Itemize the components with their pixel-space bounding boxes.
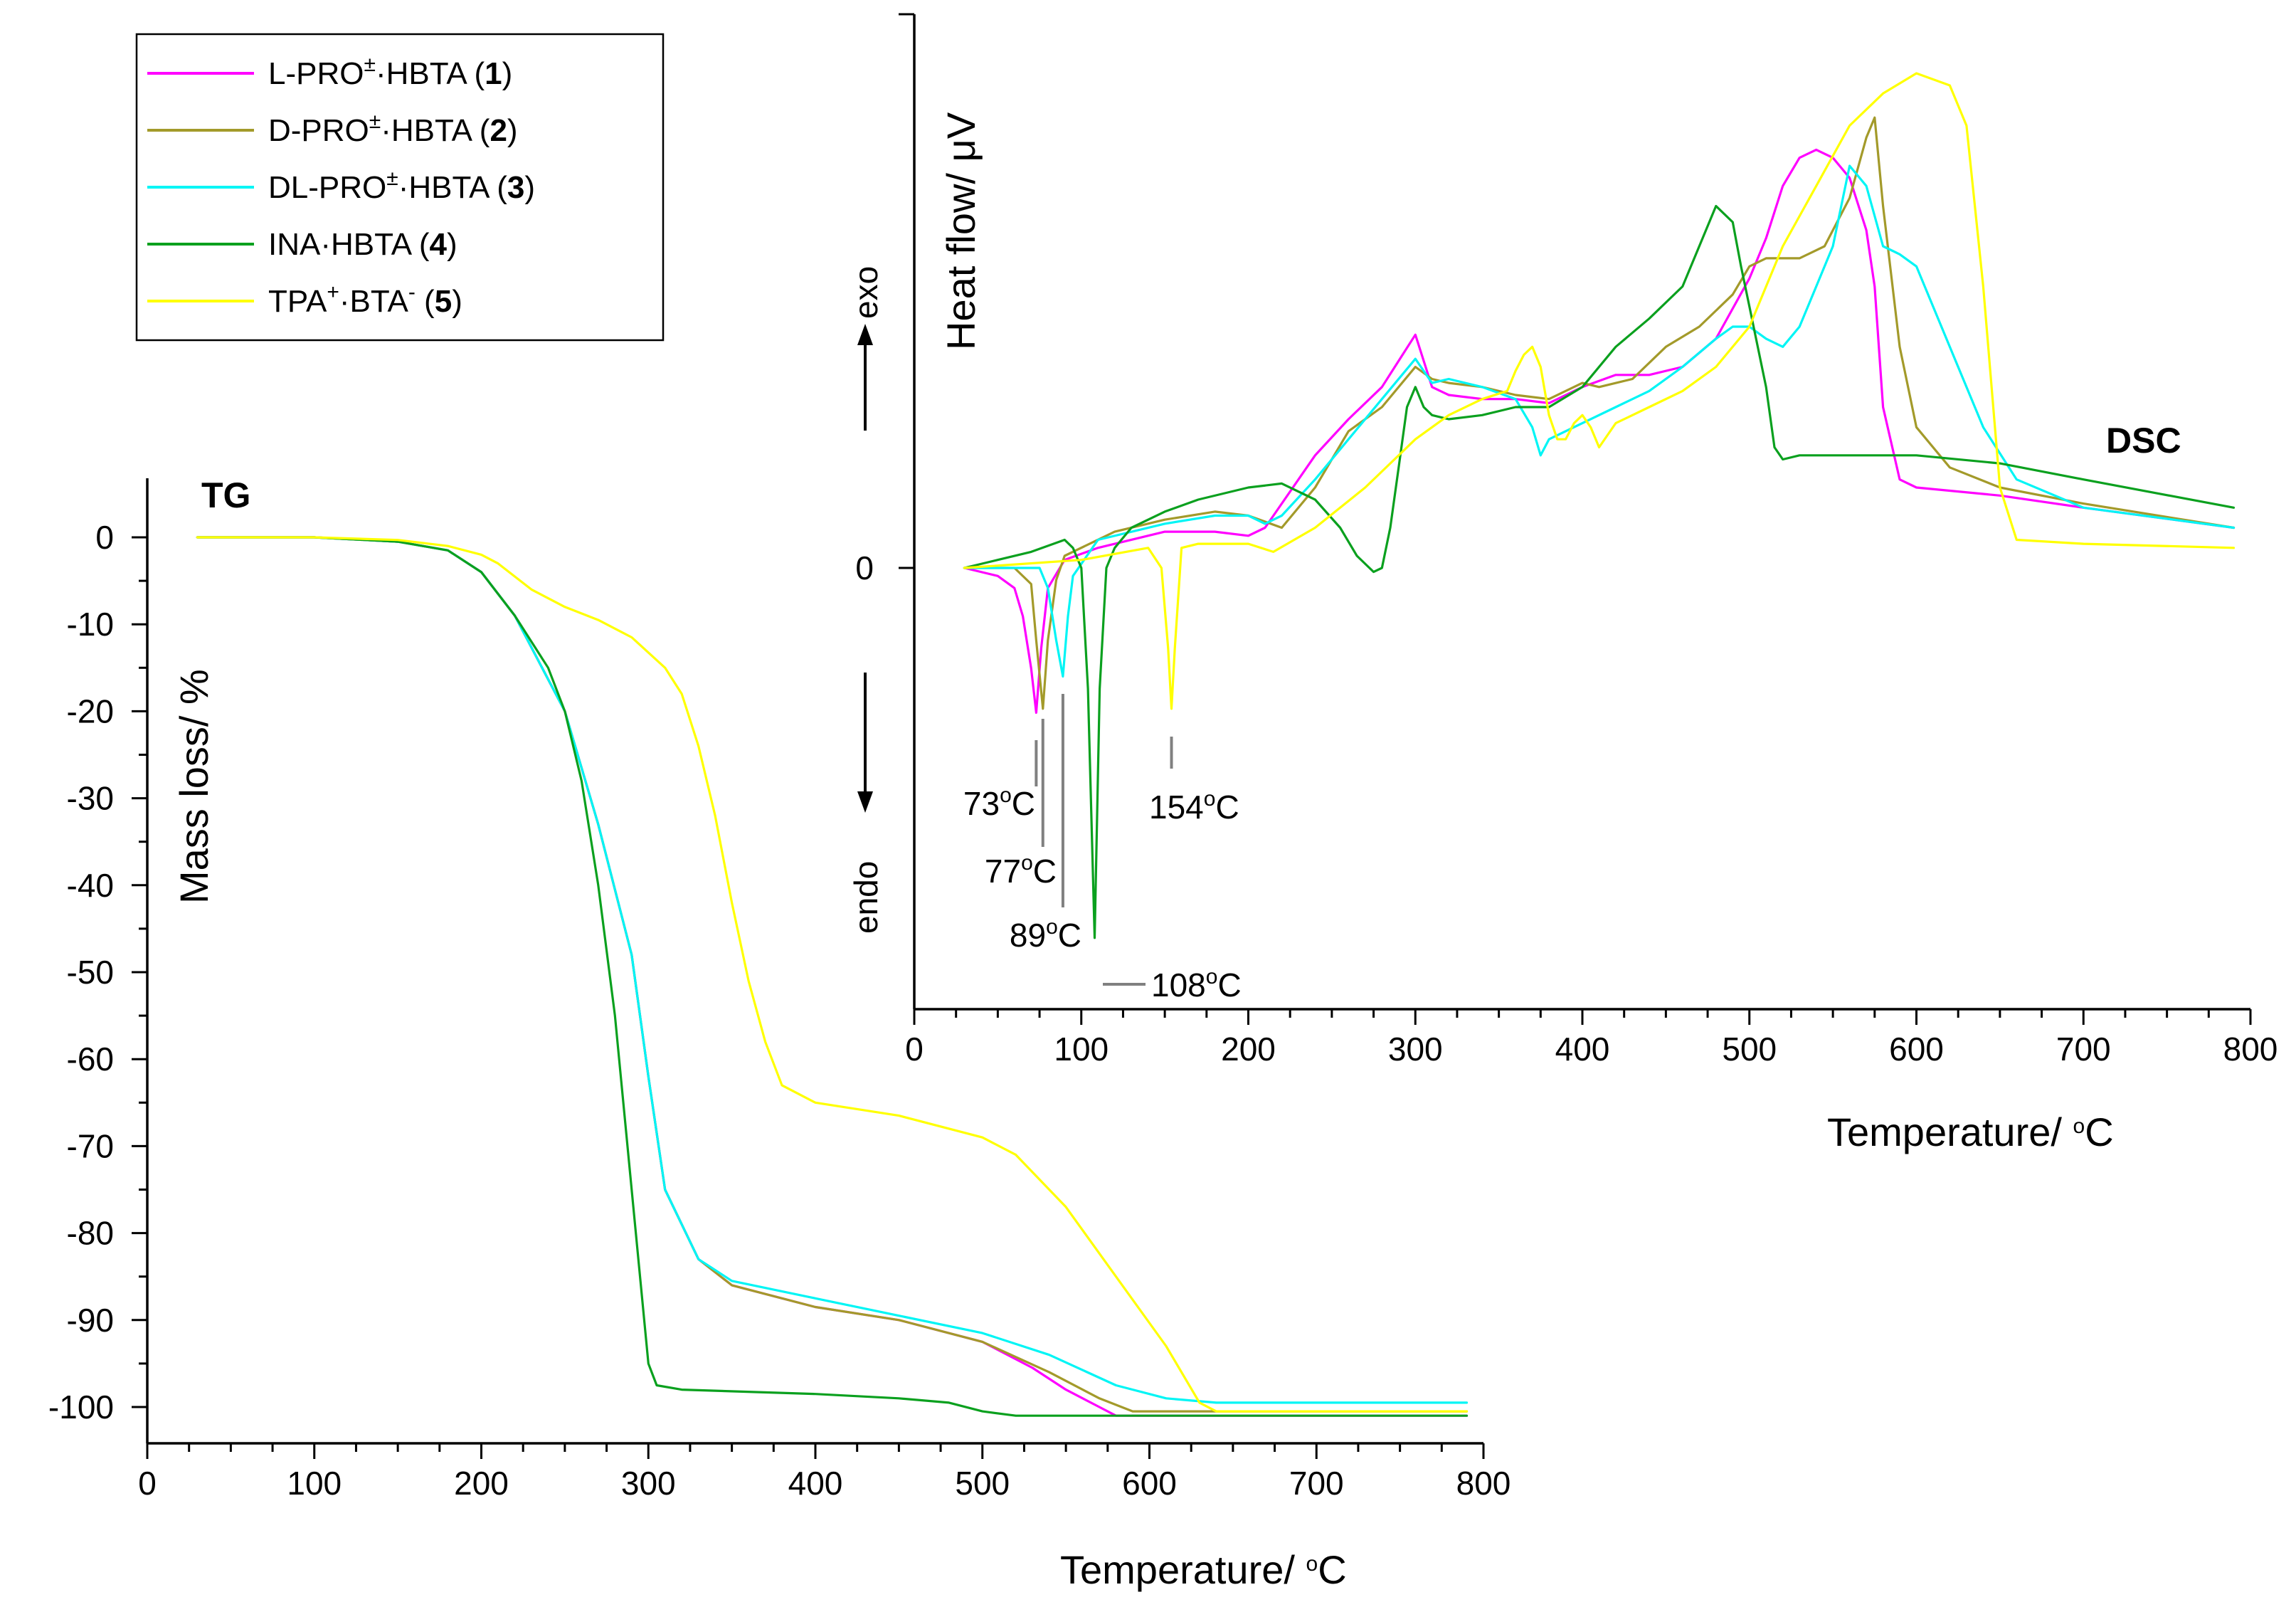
tg-y-tick-label: -50 bbox=[67, 954, 114, 991]
peak-label: 77oC bbox=[985, 851, 1057, 890]
tg-y-tick-label: 0 bbox=[95, 519, 114, 556]
dsc-x-tick-label: 500 bbox=[1722, 1031, 1777, 1068]
endo-arrow-icon bbox=[857, 791, 873, 813]
tg-title: TG bbox=[201, 475, 250, 515]
tg-y-tick-label: -20 bbox=[67, 692, 114, 729]
tg-y-tick-label: -100 bbox=[48, 1389, 114, 1426]
dsc-title: DSC bbox=[2106, 421, 2181, 460]
legend-label: TPA+·BTA- (5) bbox=[268, 280, 462, 319]
peak-label: 73oC bbox=[963, 784, 1035, 822]
tg-x-axis-label: Temperature/ oC bbox=[1060, 1547, 1347, 1592]
tg-chart: 0 100 200 300 400 500 600 700 800 0 -10 -20 -30 -40 -… bbox=[48, 475, 1511, 1592]
tg-series bbox=[196, 536, 1469, 1417]
dsc-x-tick-label: 600 bbox=[1889, 1031, 1944, 1068]
tg-x-tick-label: 500 bbox=[955, 1465, 1010, 1502]
tg-series-line-4 bbox=[196, 536, 1469, 1417]
tg-series-line-3 bbox=[196, 536, 1469, 1404]
tg-y-tick-label: -40 bbox=[67, 867, 114, 904]
tg-y-tick-label: -80 bbox=[67, 1215, 114, 1252]
exo-label: exo bbox=[847, 266, 884, 319]
dsc-peak-annotations: 73oC 77oC 89oC 108oC 154oC bbox=[963, 694, 1242, 1003]
tg-x-tick-label: 700 bbox=[1289, 1465, 1344, 1502]
dsc-x-tick-label: 100 bbox=[1054, 1031, 1109, 1068]
legend-label: D-PRO±·HBTA (2) bbox=[268, 110, 518, 148]
legend-label: INA·HBTA (4) bbox=[268, 227, 457, 262]
peak-label: 108oC bbox=[1151, 965, 1242, 1003]
tg-y-tick-label: -60 bbox=[67, 1040, 114, 1078]
tg-y-tick-label: -90 bbox=[67, 1302, 114, 1339]
tg-x-ticks: 0 100 200 300 400 500 600 700 800 bbox=[138, 1443, 1511, 1502]
dsc-x-tick-label: 400 bbox=[1555, 1031, 1610, 1068]
dsc-x-tick-label: 800 bbox=[2223, 1031, 2278, 1068]
dsc-series-line-2 bbox=[963, 116, 2236, 710]
tg-x-tick-label: 200 bbox=[454, 1465, 509, 1502]
dsc-chart: 0 0 100 200 300 400 500 600 700 800 73oC 77oC 89oC… bbox=[847, 13, 2278, 1154]
dsc-x-tick-label: 200 bbox=[1221, 1031, 1276, 1068]
tg-x-tick-label: 300 bbox=[621, 1465, 676, 1502]
tg-y-tick-label: -70 bbox=[67, 1127, 114, 1164]
dsc-x-ticks: 0 100 200 300 400 500 600 700 800 bbox=[905, 1009, 2278, 1068]
tg-y-tick-label: -10 bbox=[67, 606, 114, 643]
peak-label: 89oC bbox=[1010, 915, 1081, 954]
dsc-x-tick-label: 0 bbox=[905, 1031, 924, 1068]
tg-x-tick-label: 800 bbox=[1456, 1465, 1511, 1502]
peak-label: 154oC bbox=[1149, 787, 1239, 826]
tg-y-ticks: 0 -10 -20 -30 -40 -50 -60 -70 -80 -90 -100 bbox=[48, 519, 147, 1426]
dsc-series-line-1 bbox=[963, 148, 2236, 715]
dsc-x-tick-label: 300 bbox=[1388, 1031, 1443, 1068]
legend-label: L-PRO±·HBTA (1) bbox=[268, 53, 512, 91]
dsc-series-line-5 bbox=[963, 72, 2236, 710]
dsc-series-line-4 bbox=[963, 204, 2236, 939]
dsc-x-axis-label: Temperature/ oC bbox=[1827, 1110, 2114, 1154]
dsc-y-axis-label: Heat flow/ μV bbox=[938, 112, 983, 350]
dsc-y-zero-label: 0 bbox=[855, 549, 874, 586]
tg-x-tick-label: 100 bbox=[287, 1465, 342, 1502]
legend-label: DL-PRO±·HBTA (3) bbox=[268, 167, 535, 205]
tg-x-tick-label: 0 bbox=[138, 1465, 157, 1502]
tg-series-line-5 bbox=[196, 536, 1469, 1413]
endo-label: endo bbox=[847, 861, 884, 934]
tg-series-line-2 bbox=[196, 536, 1469, 1413]
tg-x-tick-label: 600 bbox=[1122, 1465, 1177, 1502]
tg-y-axis-label: Mass loss/ % bbox=[171, 669, 216, 904]
dsc-series-line-3 bbox=[963, 164, 2236, 678]
legend: L-PRO±·HBTA (1) D-PRO±·HBTA (2) DL-PRO±·HB… bbox=[135, 33, 665, 342]
tg-series-line-1 bbox=[196, 536, 1469, 1417]
tg-y-tick-label: -30 bbox=[67, 780, 114, 817]
dsc-series bbox=[963, 72, 2236, 939]
tg-x-tick-label: 400 bbox=[788, 1465, 843, 1502]
dsc-x-tick-label: 700 bbox=[2056, 1031, 2111, 1068]
exo-arrow-icon bbox=[857, 324, 873, 345]
